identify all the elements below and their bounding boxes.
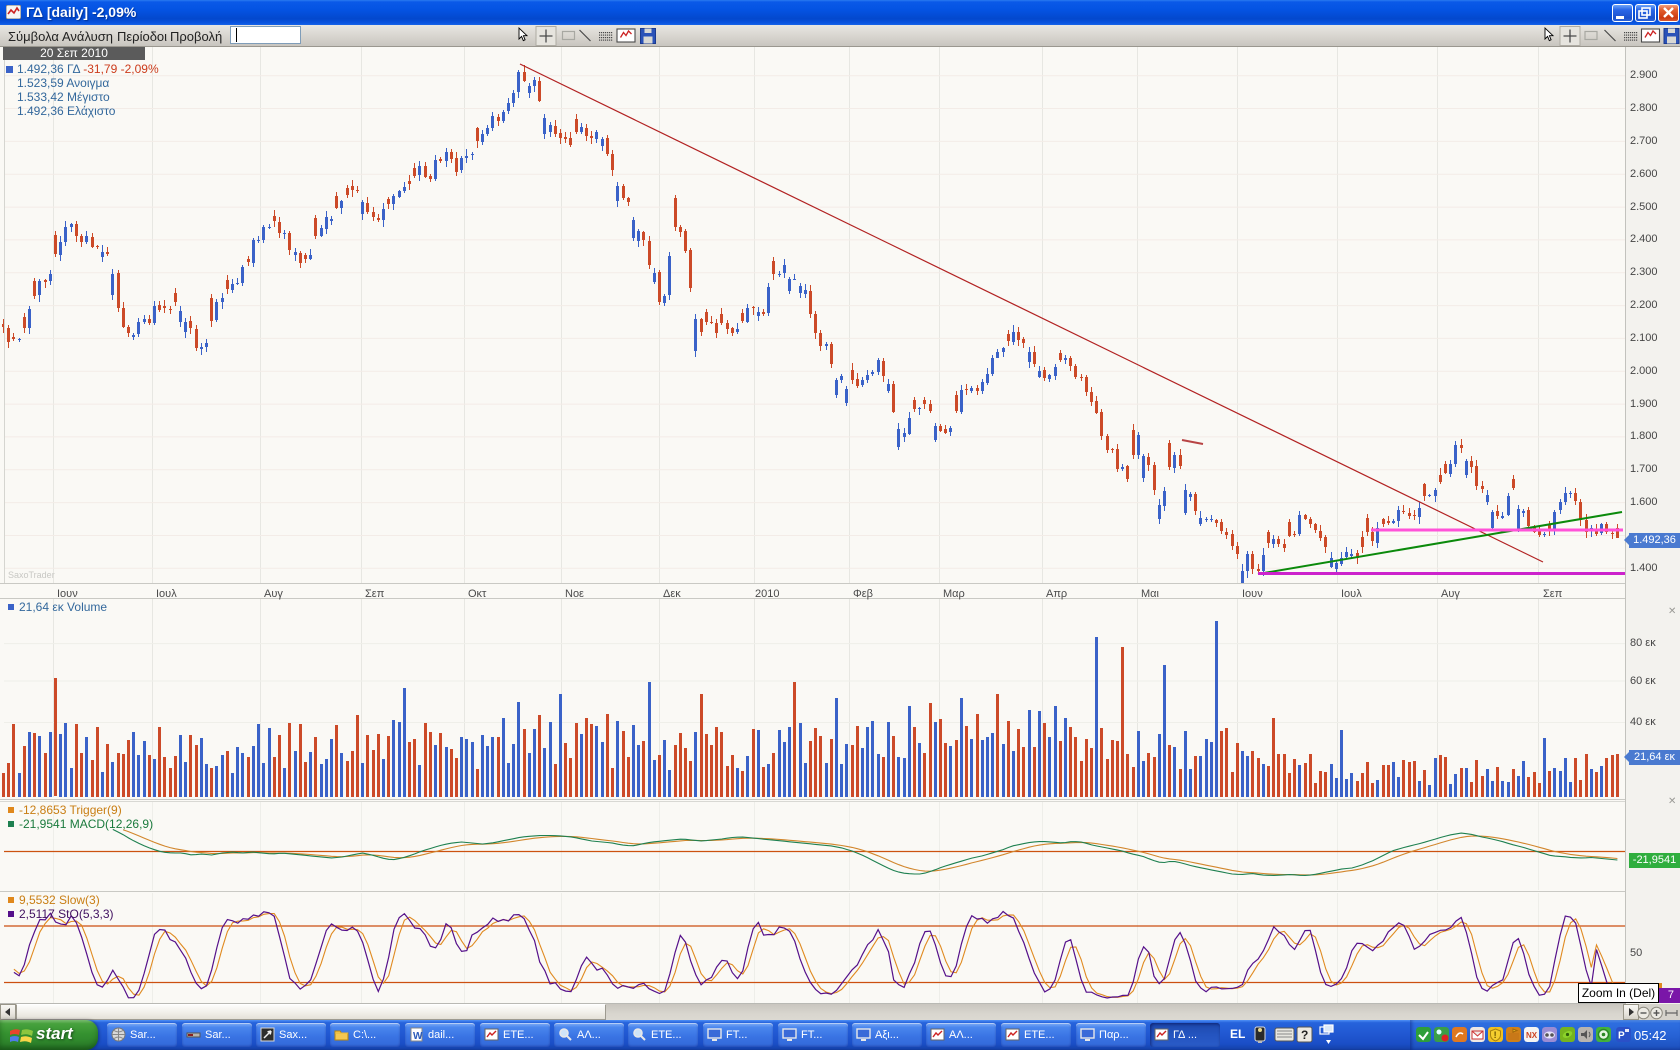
svg-text:!: ! (1494, 1030, 1497, 1040)
svg-text:W: W (413, 1031, 423, 1042)
svg-text:P: P (1618, 1031, 1625, 1042)
svg-text:?: ? (1301, 1028, 1308, 1042)
svg-text:NX: NX (1526, 1031, 1538, 1040)
